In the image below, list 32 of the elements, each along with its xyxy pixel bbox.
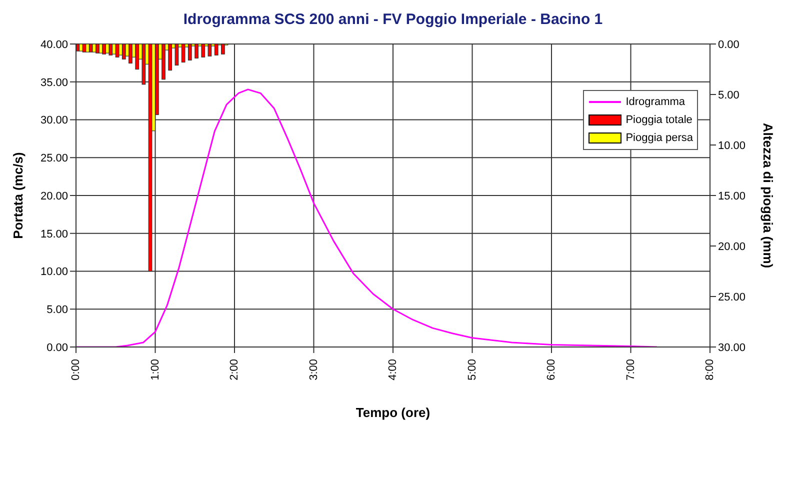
x-tick-label: 0:00 xyxy=(70,359,82,380)
y-tick-label: 15.00 xyxy=(40,228,68,240)
y-tick-label: 20.00 xyxy=(40,190,68,202)
x-tick-label: 7:00 xyxy=(624,359,637,380)
x-tick-label: 3:00 xyxy=(308,359,320,380)
y-tick-label: 5.00 xyxy=(46,304,68,316)
legend-label: Idrogramma xyxy=(626,96,686,108)
x-tick-label: 2:00 xyxy=(228,359,240,380)
y2-axis-title: Altezza di pioggia (mm) xyxy=(760,122,776,268)
x-tick-label: 5:00 xyxy=(466,359,478,380)
chart-title: Idrogramma SCS 200 anni - FV Poggio Imperiale - Bacino 1 xyxy=(182,10,604,30)
y-tick-label: 40.00 xyxy=(40,38,68,51)
x-tick-label: 8:00 xyxy=(704,359,716,380)
y2-tick-label: 5.00 xyxy=(718,89,740,102)
legend-label: Pioggia totale xyxy=(626,114,692,126)
y2-tick-label: 15.00 xyxy=(718,190,746,202)
x-tick-label: 6:00 xyxy=(546,359,558,380)
y-tick-label: 35.00 xyxy=(40,76,68,89)
y-tick-label: 10.00 xyxy=(40,266,68,278)
x-tick-label: 4:00 xyxy=(387,359,399,380)
y2-tick-label: 20.00 xyxy=(718,240,746,253)
y2-tick-label: 10.00 xyxy=(718,140,746,152)
y-tick-label: 25.00 xyxy=(40,152,68,165)
y-axis-title: Portata (mc/s) xyxy=(10,152,26,239)
x-axis-title: Tempo (ore) xyxy=(356,405,430,420)
x-tick-label: 1:00 xyxy=(149,359,162,380)
y2-tick-label: 0.00 xyxy=(718,38,740,51)
legend-label: Pioggia persa xyxy=(626,132,693,144)
y2-tick-label: 25.00 xyxy=(718,291,746,304)
y-tick-label: 0.00 xyxy=(46,342,68,354)
y-tick-label: 30.00 xyxy=(40,114,68,127)
y2-tick-label: 30.00 xyxy=(718,342,746,354)
